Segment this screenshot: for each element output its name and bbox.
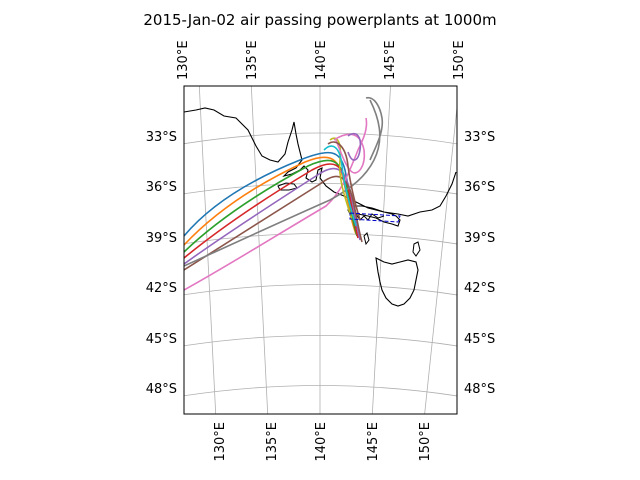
trajectory-10 [323, 145, 357, 227]
king-island-outline [363, 232, 370, 246]
map-area [184, 86, 457, 414]
left-lat-label-48: 48°S [146, 382, 177, 397]
left-lat-label-42: 42°S [146, 281, 177, 296]
powerplant-region-box [349, 212, 401, 223]
map-frame [183, 85, 458, 415]
top-lon-label-140: 140°E [314, 40, 329, 80]
flinders-island-outline [412, 241, 421, 257]
trajectory-4 [184, 163, 359, 259]
right-latitude-labels: 33°S 36°S 39°S 42°S 45°S 48°S [464, 130, 495, 397]
left-lat-label-36: 36°S [146, 180, 177, 195]
bottom-longitude-labels: 130°E 135°E 140°E 145°E 150°E [213, 422, 433, 462]
top-longitude-labels: 130°E 135°E 140°E 145°E 150°E [176, 40, 467, 80]
bottom-lon-label-135: 135°E [265, 422, 280, 462]
top-lon-label-135: 135°E [245, 40, 260, 80]
right-lat-label-33: 33°S [464, 130, 495, 145]
trajectory-11 [365, 96, 384, 161]
trajectory-14 [347, 132, 362, 161]
parallel-gridlines [184, 132, 457, 397]
left-lat-label-33: 33°S [146, 130, 177, 145]
map-title: 2015-Jan-02 air passing powerplants at 1… [143, 11, 497, 29]
right-lat-label-45: 45°S [464, 332, 495, 347]
left-latitude-labels: 33°S 36°S 39°S 42°S 45°S 48°S [146, 130, 177, 397]
right-lat-label-36: 36°S [464, 180, 495, 195]
right-lat-label-39: 39°S [464, 231, 495, 246]
bottom-lon-label-150: 150°E [418, 422, 433, 462]
trajectory-6 [184, 175, 363, 271]
bottom-lon-label-140: 140°E [314, 422, 329, 462]
top-lon-label-130: 130°E [176, 40, 191, 80]
trajectory-group [184, 96, 384, 291]
trajectory-13 [327, 141, 361, 221]
trajectory-7 [184, 117, 368, 291]
top-lon-label-150: 150°E [452, 40, 467, 80]
left-lat-label-39: 39°S [146, 231, 177, 246]
top-lon-label-145: 145°E [383, 40, 398, 80]
bottom-lon-label-145: 145°E [366, 422, 381, 462]
right-lat-label-42: 42°S [464, 281, 495, 296]
trajectory-5 [184, 167, 361, 265]
trajectory-2 [184, 156, 357, 246]
trajectory-8 [184, 99, 381, 267]
tasmania-outline [375, 257, 419, 307]
left-lat-label-45: 45°S [146, 332, 177, 347]
bottom-lon-label-130: 130°E [213, 422, 228, 462]
right-lat-label-48: 48°S [464, 382, 495, 397]
